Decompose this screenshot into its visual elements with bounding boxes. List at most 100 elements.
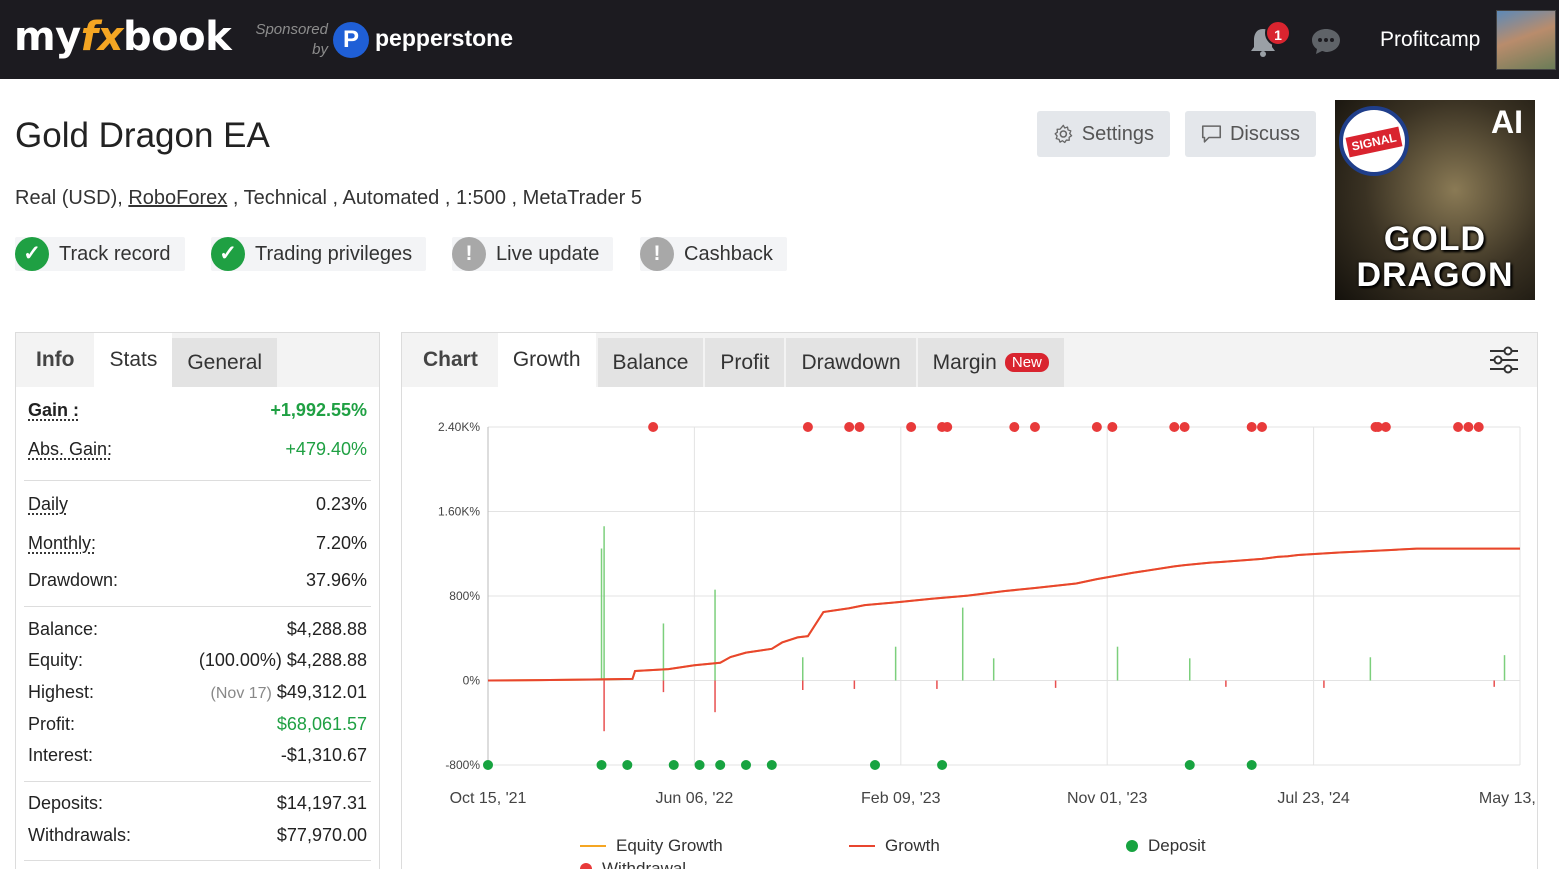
stats-panel: Info Stats General Gain : +1,992.55% Abs… (15, 332, 380, 869)
tab-info[interactable]: Info (36, 348, 75, 371)
top-navbar: myfxbook Sponsored by P pepperstone 1 Pro… (0, 0, 1559, 79)
chart-tabs: Chart Growth Balance Profit Drawdown Mar… (402, 333, 1537, 387)
deposit-point (1246, 760, 1257, 770)
gain-value: +1,992.55% (270, 400, 367, 420)
gold-dragon-promo-image[interactable]: AI SIGNAL GOLD DRAGON (1335, 100, 1535, 300)
gear-icon (1054, 124, 1073, 144)
legend-deposit[interactable]: Deposit (1126, 836, 1206, 856)
y-tick-label: 2.40K% (438, 420, 480, 434)
x-tick-label: Nov 01, '23 (1067, 790, 1148, 807)
y-tick-label: 800% (449, 589, 480, 603)
tab-general[interactable]: General (172, 338, 278, 387)
cashback-badge[interactable]: ! Cashback (640, 237, 787, 271)
myfxbook-logo[interactable]: myfxbook (14, 14, 232, 60)
promo-ai-text: AI (1491, 104, 1523, 140)
account-type: Real (USD), (15, 187, 123, 209)
settings-button[interactable]: Settings (1037, 111, 1170, 157)
withdrawal-point (906, 422, 917, 432)
deposits-value: $14,197.31 (276, 793, 367, 813)
interest-row: Interest: -$1,310.67 (28, 745, 367, 769)
withdrawal-point (1169, 422, 1180, 432)
discuss-button[interactable]: Discuss (1185, 111, 1316, 157)
account-attributes: , Technical , Automated , 1:500 , MetaTr… (227, 187, 642, 209)
legend-growth[interactable]: Growth (849, 836, 940, 856)
balance-row: Balance: $4,288.88 (28, 619, 367, 643)
daily-label[interactable]: Daily (28, 494, 69, 514)
settings-label: Settings (1081, 122, 1154, 145)
badge-label: Cashback (684, 242, 773, 265)
promo-line1: GOLD (1383, 220, 1487, 258)
deposit-point (483, 760, 493, 770)
username[interactable]: Profitcamp (1380, 28, 1481, 51)
tab-margin[interactable]: Margin New (917, 338, 1064, 387)
deposit-point (741, 760, 751, 770)
tab-chart[interactable]: Chart (423, 348, 478, 371)
highest-label: Highest: (28, 682, 95, 702)
filter-settings-icon[interactable] (1488, 345, 1520, 375)
interest-value: -$1,310.67 (280, 745, 367, 765)
new-badge: New (1004, 353, 1049, 372)
tab-growth[interactable]: Growth (497, 333, 596, 387)
monthly-label[interactable]: Monthly: (28, 533, 97, 553)
growth-line (487, 547, 1520, 682)
withdrawal-point (1029, 422, 1040, 432)
profit-row: Profit: $68,061.57 (28, 714, 367, 738)
withdrawal-point (1009, 422, 1020, 432)
withdrawal-point (1463, 422, 1474, 432)
notification-count-badge[interactable]: 1 (1265, 20, 1291, 46)
drawdown-value: 37.96% (305, 570, 367, 590)
highest-row: Highest: (Nov 17) $49,312.01 (28, 682, 367, 706)
trading-privileges-badge[interactable]: ✓ Trading privileges (211, 237, 427, 271)
divider (24, 860, 371, 861)
growth-chart[interactable]: 2.40K% 1.60K% 800% 0% -800% Oct 15, '21 Jun 06… (402, 388, 1537, 828)
withdrawal-point (648, 422, 659, 432)
y-tick-label: -800% (445, 758, 480, 772)
withdrawal-point (1453, 422, 1464, 432)
tab-balance[interactable]: Balance (597, 338, 704, 387)
comment-icon (1201, 125, 1222, 143)
tab-stats[interactable]: Stats (94, 333, 173, 387)
legend-equity-growth[interactable]: Equity Growth (580, 836, 723, 856)
divider (24, 781, 371, 782)
live-update-badge[interactable]: ! Live update (452, 237, 614, 271)
avatar[interactable] (1496, 10, 1556, 70)
gain-row: Gain : +1,992.55% (28, 400, 367, 424)
abs-gain-label[interactable]: Abs. Gain: (28, 439, 113, 459)
drawdown-label: Drawdown: (28, 570, 119, 590)
badge-label: Live update (496, 242, 600, 265)
growth-line-icon (849, 845, 875, 847)
divider (24, 480, 371, 481)
withdrawal-point (1473, 422, 1484, 432)
withdrawal-point (1107, 422, 1118, 432)
tab-drawdown[interactable]: Drawdown (786, 338, 916, 387)
deposit-dot-icon (1126, 840, 1138, 852)
broker-link[interactable]: RoboForex (128, 187, 228, 209)
y-tick-label: 0% (463, 674, 481, 688)
deposits-row: Deposits: $14,197.31 (28, 793, 367, 817)
deposit-point (766, 760, 777, 770)
track-record-badge[interactable]: ✓ Track record (15, 237, 185, 271)
tab-margin-label: Margin (932, 350, 997, 374)
withdrawals-row: Withdrawals: $77,970.00 (28, 825, 367, 849)
interest-label: Interest: (28, 745, 94, 765)
account-details: Real (USD), RoboForex , Technical , Auto… (15, 187, 642, 210)
legend-withdrawal[interactable]: Withdrawal (580, 859, 686, 869)
stats-tabs: Info Stats General (16, 333, 379, 387)
withdrawal-point (1380, 422, 1391, 432)
badge-label: Trading privileges (255, 242, 413, 265)
discuss-label: Discuss (1229, 122, 1300, 145)
sponsored-label: Sponsored by (255, 21, 328, 58)
equity-line-icon (580, 845, 606, 847)
pepperstone-name[interactable]: pepperstone (375, 25, 514, 51)
withdrawal-dot-icon (580, 863, 592, 869)
monthly-value: 7.20% (315, 533, 367, 553)
balance-label: Balance: (28, 619, 99, 639)
deposit-point (596, 760, 607, 770)
divider (24, 606, 371, 607)
chat-icon[interactable] (1310, 26, 1342, 56)
promo-line2: DRAGON (1356, 256, 1514, 294)
gain-label[interactable]: Gain : (28, 400, 80, 420)
tab-profit[interactable]: Profit (705, 338, 785, 387)
pepperstone-logo-icon[interactable]: P (333, 22, 369, 58)
withdrawal-point (1179, 422, 1190, 432)
